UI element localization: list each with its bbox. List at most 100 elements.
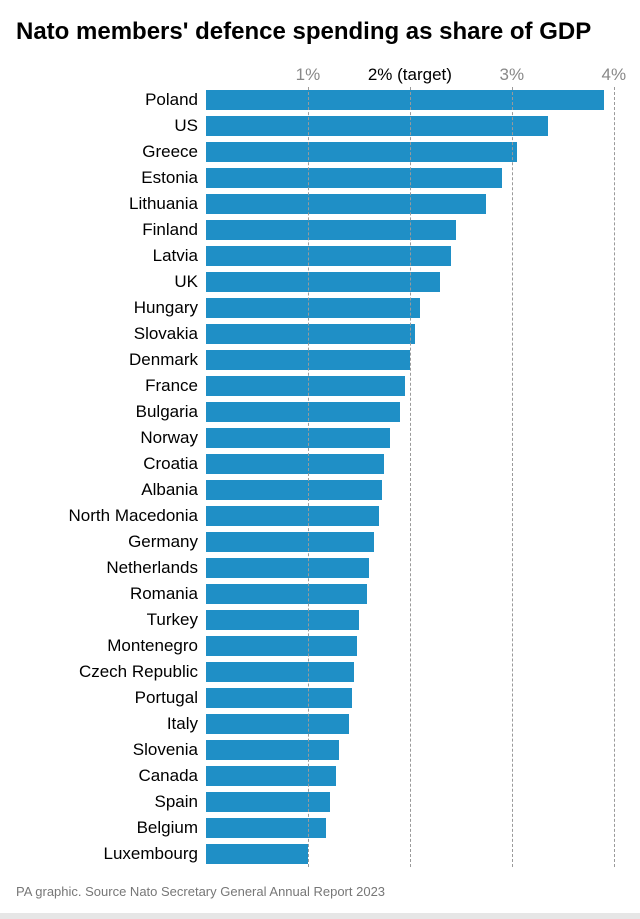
- bar: [206, 220, 456, 240]
- bar-label: Estonia: [16, 168, 206, 188]
- bar-track: [206, 217, 624, 243]
- bar-track: [206, 87, 624, 113]
- bar-track: [206, 165, 624, 191]
- bar-track: [206, 815, 624, 841]
- bar-track: [206, 269, 624, 295]
- bar-row: Denmark: [16, 347, 624, 373]
- bar-row: Latvia: [16, 243, 624, 269]
- bar-row: Hungary: [16, 295, 624, 321]
- bar-row: Slovenia: [16, 737, 624, 763]
- bar-label: Canada: [16, 766, 206, 786]
- bar-row: Italy: [16, 711, 624, 737]
- bar-label: Montenegro: [16, 636, 206, 656]
- bar-track: [206, 555, 624, 581]
- bar-track: [206, 607, 624, 633]
- bar-track: [206, 633, 624, 659]
- bar-label: Netherlands: [16, 558, 206, 578]
- bar-label: Poland: [16, 90, 206, 110]
- bar-row: Montenegro: [16, 633, 624, 659]
- bar-track: [206, 321, 624, 347]
- plot-area: Poland US Greece Estonia Lithuania Finland Lat…: [16, 87, 624, 867]
- bar: [206, 428, 390, 448]
- bar-label: Lithuania: [16, 194, 206, 214]
- bar-label: Greece: [16, 142, 206, 162]
- bar-track: [206, 503, 624, 529]
- bar-track: [206, 347, 624, 373]
- chart-container: Nato members' defence spending as share …: [0, 0, 640, 919]
- bar-track: [206, 763, 624, 789]
- bar: [206, 246, 451, 266]
- bar: [206, 688, 352, 708]
- bar: [206, 714, 349, 734]
- bar-label: Finland: [16, 220, 206, 240]
- bar-label: Slovenia: [16, 740, 206, 760]
- bar-row: North Macedonia: [16, 503, 624, 529]
- bar: [206, 142, 517, 162]
- bar: [206, 324, 415, 344]
- bar-track: [206, 685, 624, 711]
- bar-label: Turkey: [16, 610, 206, 630]
- bar-label: UK: [16, 272, 206, 292]
- gridline: [512, 87, 513, 867]
- bar: [206, 792, 330, 812]
- bar: [206, 90, 604, 110]
- bar-label: North Macedonia: [16, 506, 206, 526]
- bar: [206, 168, 502, 188]
- bar: [206, 558, 369, 578]
- bar-label: Belgium: [16, 818, 206, 838]
- bar-label: Czech Republic: [16, 662, 206, 682]
- bar-track: [206, 711, 624, 737]
- axis-tick-label: 2% (target): [368, 65, 452, 85]
- axis-tick-label: 1%: [296, 65, 321, 85]
- bar: [206, 376, 405, 396]
- bar-row: Norway: [16, 425, 624, 451]
- bar: [206, 272, 440, 292]
- bar-row: Romania: [16, 581, 624, 607]
- bar-track: [206, 659, 624, 685]
- bar: [206, 116, 548, 136]
- bar-row: Greece: [16, 139, 624, 165]
- bar-track: [206, 737, 624, 763]
- axis-tick-label: 4%: [602, 65, 627, 85]
- bar-row: Poland: [16, 87, 624, 113]
- bar-row: Canada: [16, 763, 624, 789]
- bar-track: [206, 451, 624, 477]
- bar: [206, 636, 357, 656]
- bar: [206, 298, 420, 318]
- bar-row: US: [16, 113, 624, 139]
- bar-label: Slovakia: [16, 324, 206, 344]
- bar-track: [206, 139, 624, 165]
- bar-row: Czech Republic: [16, 659, 624, 685]
- bar-row: Estonia: [16, 165, 624, 191]
- bar-track: [206, 477, 624, 503]
- axis-tick-label: 3%: [500, 65, 525, 85]
- bar-row: UK: [16, 269, 624, 295]
- bars-group: Poland US Greece Estonia Lithuania Finland Lat…: [16, 87, 624, 867]
- bar-label: Portugal: [16, 688, 206, 708]
- bar-label: Spain: [16, 792, 206, 812]
- bar-label: Hungary: [16, 298, 206, 318]
- gridline: [410, 87, 411, 867]
- bar-label: Luxembourg: [16, 844, 206, 864]
- gridline: [614, 87, 615, 867]
- bar: [206, 506, 379, 526]
- bar-row: Germany: [16, 529, 624, 555]
- x-axis: 1% 2% (target) 3% 4%: [16, 65, 624, 87]
- bar-label: Latvia: [16, 246, 206, 266]
- source-caption: PA graphic. Source Nato Secretary Genera…: [16, 884, 385, 899]
- bar-track: [206, 191, 624, 217]
- bar-track: [206, 581, 624, 607]
- bar-label: Germany: [16, 532, 206, 552]
- bar-track: [206, 841, 624, 867]
- chart-title: Nato members' defence spending as share …: [16, 18, 624, 47]
- bar-row: Bulgaria: [16, 399, 624, 425]
- bar-row: France: [16, 373, 624, 399]
- bar-row: Spain: [16, 789, 624, 815]
- bar-label: France: [16, 376, 206, 396]
- bar-label: Croatia: [16, 454, 206, 474]
- bar-row: Luxembourg: [16, 841, 624, 867]
- bar-label: Norway: [16, 428, 206, 448]
- bar: [206, 766, 336, 786]
- bar-label: Bulgaria: [16, 402, 206, 422]
- bar-track: [206, 373, 624, 399]
